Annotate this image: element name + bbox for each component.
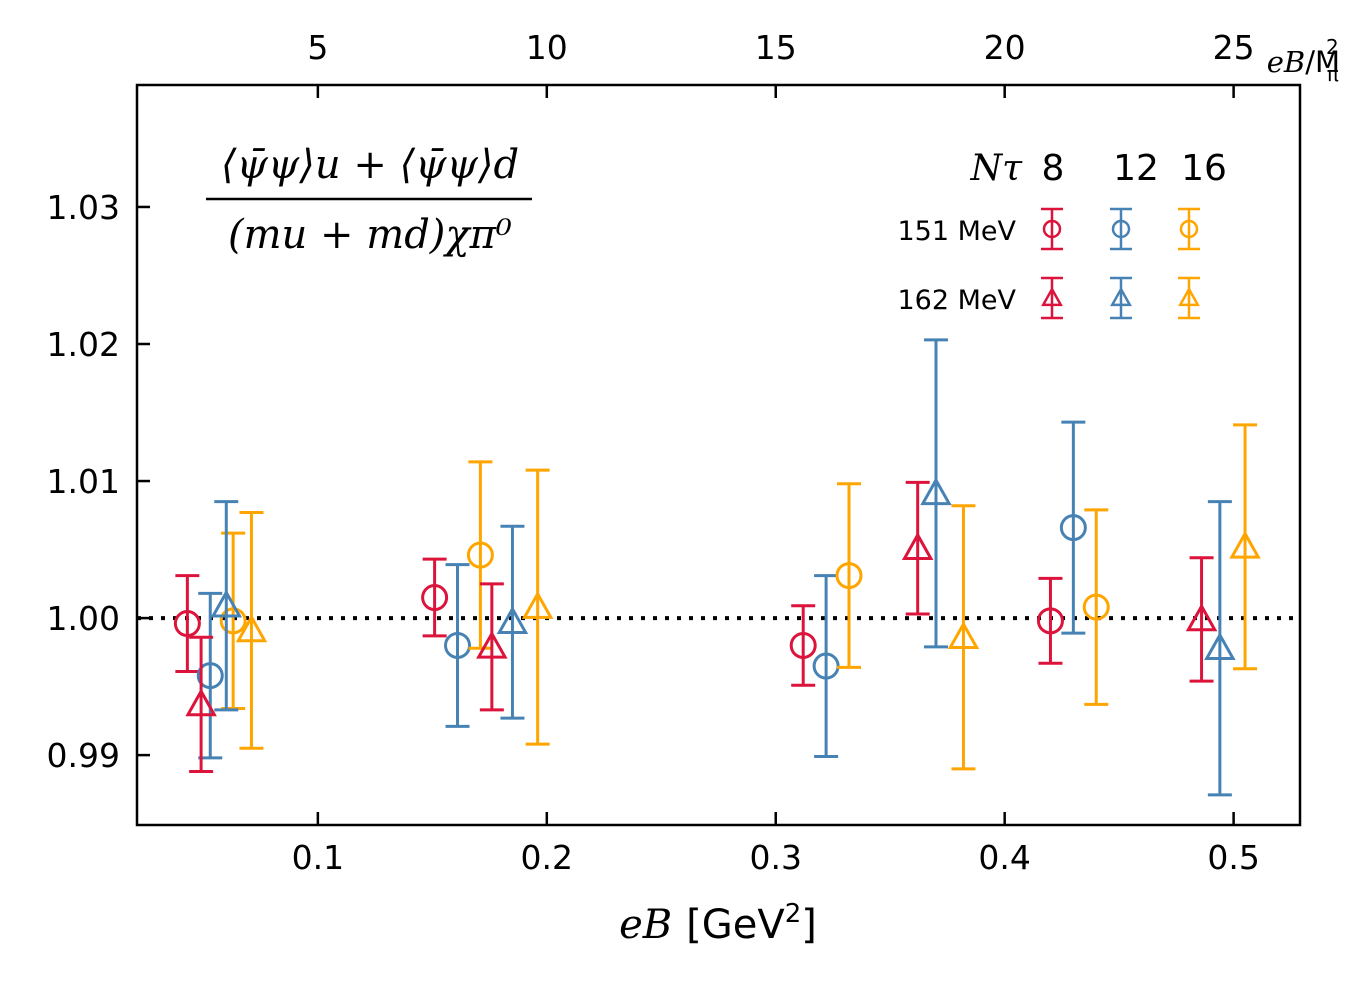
legend-marker xyxy=(1041,286,1063,307)
formula-annotation: ⟨ψ̄ψ⟩u + ⟨ψ̄ψ⟩d (mu + md)χπ⁰ xyxy=(206,142,532,258)
series-nt16-triangle xyxy=(235,423,1261,771)
x-axis-title-close: ] xyxy=(801,902,817,948)
legend-nt-12: 12 xyxy=(1113,148,1159,189)
legend-marker xyxy=(1110,286,1132,307)
x-axis-title: eB [GeV2] xyxy=(619,899,817,948)
x2-axis-title-sup: 2 xyxy=(1326,35,1339,59)
data-point-marker xyxy=(1204,631,1236,661)
formula-numerator: ⟨ψ̄ψ⟩u + ⟨ψ̄ψ⟩d xyxy=(221,142,519,188)
legend-row-151: 151 MeV xyxy=(898,216,1017,247)
data-point-marker xyxy=(920,477,952,506)
legend-markers xyxy=(1041,207,1200,320)
data-point-marker xyxy=(1036,607,1064,635)
data-point-marker xyxy=(476,630,508,659)
legend: Nτ 8 12 16 151 MeV 162 MeV xyxy=(898,148,1227,320)
x2-axis-title-sub: π xyxy=(1327,62,1339,86)
x-tick-label: 0.2 xyxy=(521,838,573,877)
legend-nt-16: 16 xyxy=(1181,148,1227,189)
x-axis-title-sup: 2 xyxy=(785,899,802,929)
x-tick-label: 0.4 xyxy=(978,838,1030,877)
legend-marker xyxy=(1042,219,1062,239)
x2-axis-title-rest: /M xyxy=(1305,45,1340,79)
x2-tick-label: 5 xyxy=(307,28,328,67)
plot-area-frame xyxy=(135,83,1302,827)
legend-marker xyxy=(1178,286,1200,307)
x2-axis-title: eB/M2 π xyxy=(1267,35,1340,86)
data-point-marker xyxy=(1185,603,1218,632)
series-nt16-circle xyxy=(219,460,1110,711)
data-point-marker xyxy=(1229,530,1261,559)
series-nt12-circle xyxy=(196,420,1087,760)
series-nt12-triangle xyxy=(210,338,1236,797)
y-tick-label: 0.99 xyxy=(47,736,120,775)
legend-header-label: Nτ xyxy=(970,148,1024,189)
x-tick-label: 0.5 xyxy=(1207,838,1259,877)
data-series-group xyxy=(173,338,1261,797)
legend-marker xyxy=(1179,219,1199,239)
data-point-marker xyxy=(210,589,243,618)
data-point-marker xyxy=(444,631,472,659)
data-point-marker xyxy=(173,610,201,638)
x-tick-label: 0.3 xyxy=(749,838,801,877)
y-tick-label: 1.01 xyxy=(47,462,120,501)
x2-tick-label: 15 xyxy=(755,28,797,67)
data-point-marker xyxy=(196,662,224,690)
y-tick-label: 1.02 xyxy=(47,325,120,364)
x2-tick-label: 25 xyxy=(1213,28,1255,67)
data-point-marker xyxy=(789,631,817,659)
formula-denominator: (mu + md)χπ⁰ xyxy=(228,212,512,258)
legend-row-162: 162 MeV xyxy=(898,285,1017,316)
x2-tick-label: 20 xyxy=(984,28,1026,67)
data-point-marker xyxy=(901,531,934,560)
y-tick-label: 1.00 xyxy=(47,599,120,638)
data-point-marker xyxy=(466,541,494,569)
data-point-marker xyxy=(496,605,529,634)
legend-marker xyxy=(1111,219,1131,239)
data-point-marker xyxy=(1082,593,1110,621)
y-tick-label: 1.03 xyxy=(47,188,120,227)
axis-ticks-group: 0.1 0.2 0.3 0.4 0.5 5 10 15 20 25 0.99 1.00 1.01 1.02… xyxy=(47,28,1260,877)
data-point-marker xyxy=(185,688,217,717)
data-point-marker xyxy=(947,620,980,650)
x-axis-title-italic: eB xyxy=(619,902,672,948)
series-nt8-triangle xyxy=(185,480,1218,774)
x-tick-label: 0.1 xyxy=(292,838,344,877)
data-point-marker xyxy=(1059,514,1087,542)
data-point-marker xyxy=(219,607,247,635)
data-point-marker xyxy=(421,584,449,612)
x2-tick-label: 10 xyxy=(526,28,568,67)
series-nt8-circle xyxy=(173,557,1064,687)
x-axis-title-unit: [GeV xyxy=(686,902,785,948)
data-point-marker xyxy=(835,562,863,590)
x2-axis-title-italic: eB xyxy=(1267,45,1305,79)
data-point-marker xyxy=(521,590,554,619)
data-point-marker xyxy=(235,614,268,643)
legend-nt-8: 8 xyxy=(1042,148,1065,189)
